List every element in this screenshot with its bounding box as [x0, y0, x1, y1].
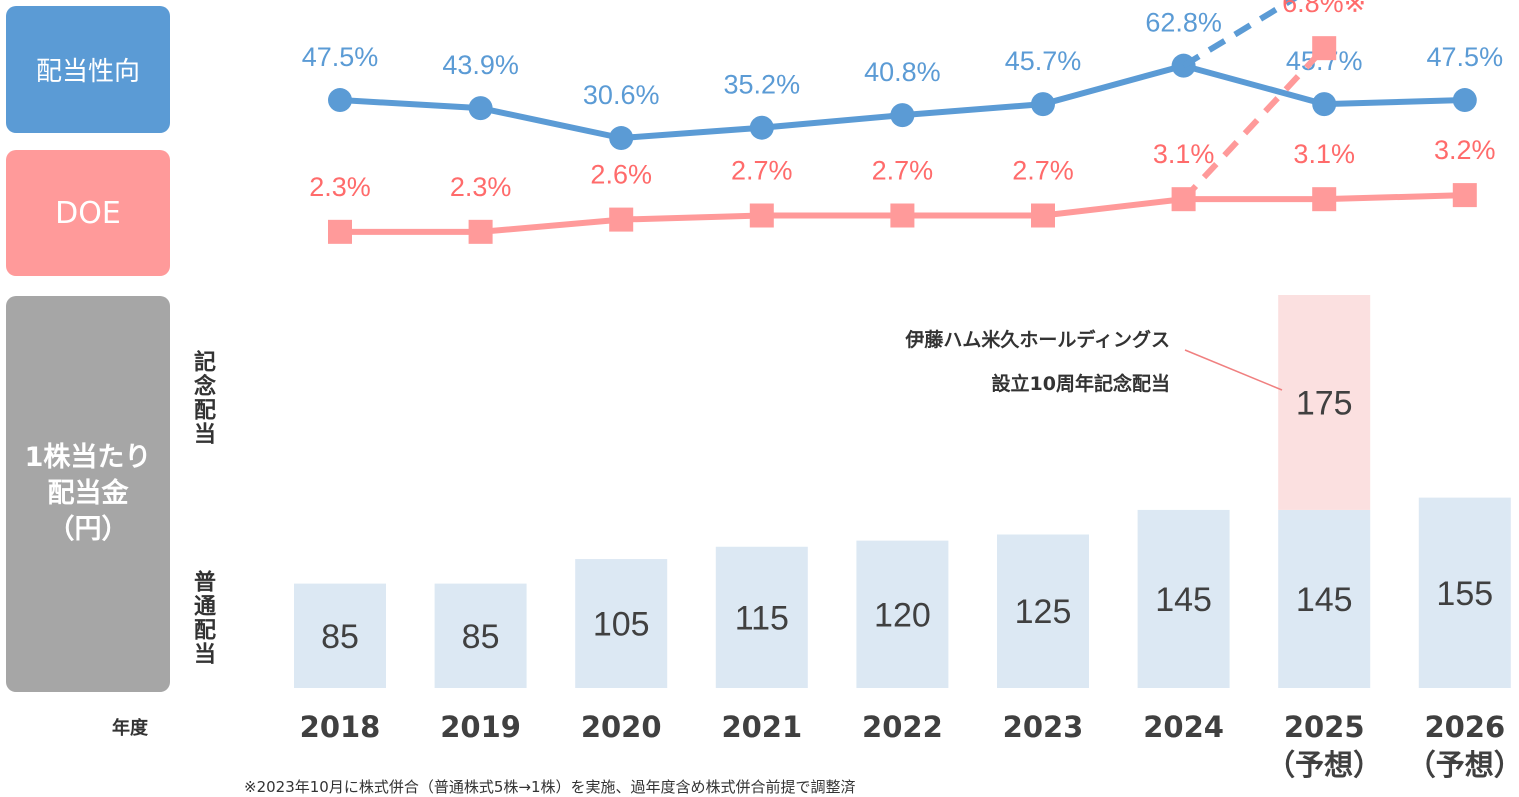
marker	[890, 203, 915, 228]
marker	[1452, 88, 1477, 113]
value-label: 2.7%	[731, 156, 793, 186]
value-label: 2.7%	[1012, 156, 1074, 186]
bar	[1278, 509, 1371, 688]
value-label: 2.3%	[450, 172, 512, 202]
bar	[856, 540, 949, 688]
value-label: 6.8%※	[1282, 0, 1366, 18]
value-label: 43.9%	[442, 50, 519, 80]
value-label: 45.7%	[1005, 46, 1082, 76]
x-tick-label: 2021	[721, 710, 803, 744]
x-tick-label: 2026 （予想）	[1406, 710, 1519, 782]
value-label: 47.5%	[1427, 42, 1504, 72]
annotation: 伊藤ハム米久ホールディングス 設立10周年記念配当	[905, 329, 1170, 395]
value-label: 3.2%	[1434, 135, 1496, 165]
marker	[1452, 183, 1477, 208]
marker	[1312, 187, 1337, 212]
x-tick-label: 2022	[862, 710, 943, 744]
value-label: 3.1%	[1293, 139, 1355, 169]
marker	[1312, 92, 1337, 117]
x-tick-label: 2020	[580, 710, 662, 744]
value-label: 35.2%	[724, 70, 801, 100]
marker	[328, 219, 352, 244]
legend-regular: 普通配当	[190, 570, 215, 666]
bar	[575, 559, 668, 688]
marker	[890, 103, 915, 128]
payout-label: 配当性向	[6, 6, 170, 133]
value-label: 62.8%	[1145, 8, 1222, 38]
dividend-label: 1株当たり 配当金 （円）	[6, 296, 170, 692]
value-label: 3.1%	[1153, 139, 1215, 169]
bar	[434, 583, 527, 688]
value-label: 2.3%	[309, 172, 371, 202]
bar	[997, 534, 1089, 688]
marker	[749, 115, 774, 140]
marker	[328, 88, 352, 113]
bar	[1278, 295, 1371, 510]
marker	[609, 207, 634, 232]
value-label: 175	[1296, 384, 1353, 422]
x-tick-label: 2023	[1002, 710, 1084, 744]
marker	[1031, 203, 1055, 228]
bar	[1418, 497, 1511, 688]
legend-commemorative: 記念配当	[190, 350, 215, 446]
footnote: ※2023年10月に株式併合（普通株式5株→1株）を実施、過年度含め株式併合前提…	[244, 778, 856, 796]
x-tick-label: 2024	[1143, 710, 1224, 744]
bar	[1137, 509, 1230, 688]
value-label: 2.6%	[590, 160, 652, 190]
marker	[468, 219, 493, 244]
value-label: 85	[321, 618, 359, 656]
x-tick-label: 2018	[299, 710, 381, 744]
bar	[715, 546, 808, 688]
value-label: 105	[593, 606, 650, 644]
value-label: 145	[1155, 581, 1212, 619]
value-label: 2.7%	[872, 156, 934, 186]
value-label: 125	[1015, 593, 1072, 631]
marker	[749, 203, 774, 228]
value-label: 115	[735, 599, 789, 637]
value-label: 120	[874, 596, 931, 634]
value-label: 30.6%	[583, 80, 660, 110]
x-axis-label: 年度	[112, 718, 148, 739]
x-tick-label: 2019	[440, 710, 521, 744]
marker	[468, 96, 493, 121]
value-label: 85	[462, 618, 500, 656]
value-label: 145	[1296, 581, 1353, 619]
x-tick-label: 2025 （予想）	[1266, 710, 1383, 782]
annotation-leader	[1184, 349, 1283, 391]
marker	[609, 126, 634, 151]
dashed-line	[1181, 46, 1327, 202]
bar	[294, 583, 386, 688]
marker	[1312, 36, 1337, 61]
value-label: 47.5%	[302, 42, 379, 72]
value-label: 40.8%	[864, 57, 941, 87]
marker	[1031, 92, 1055, 117]
doe-label: DOE	[6, 150, 170, 276]
value-label: 155	[1436, 575, 1493, 613]
